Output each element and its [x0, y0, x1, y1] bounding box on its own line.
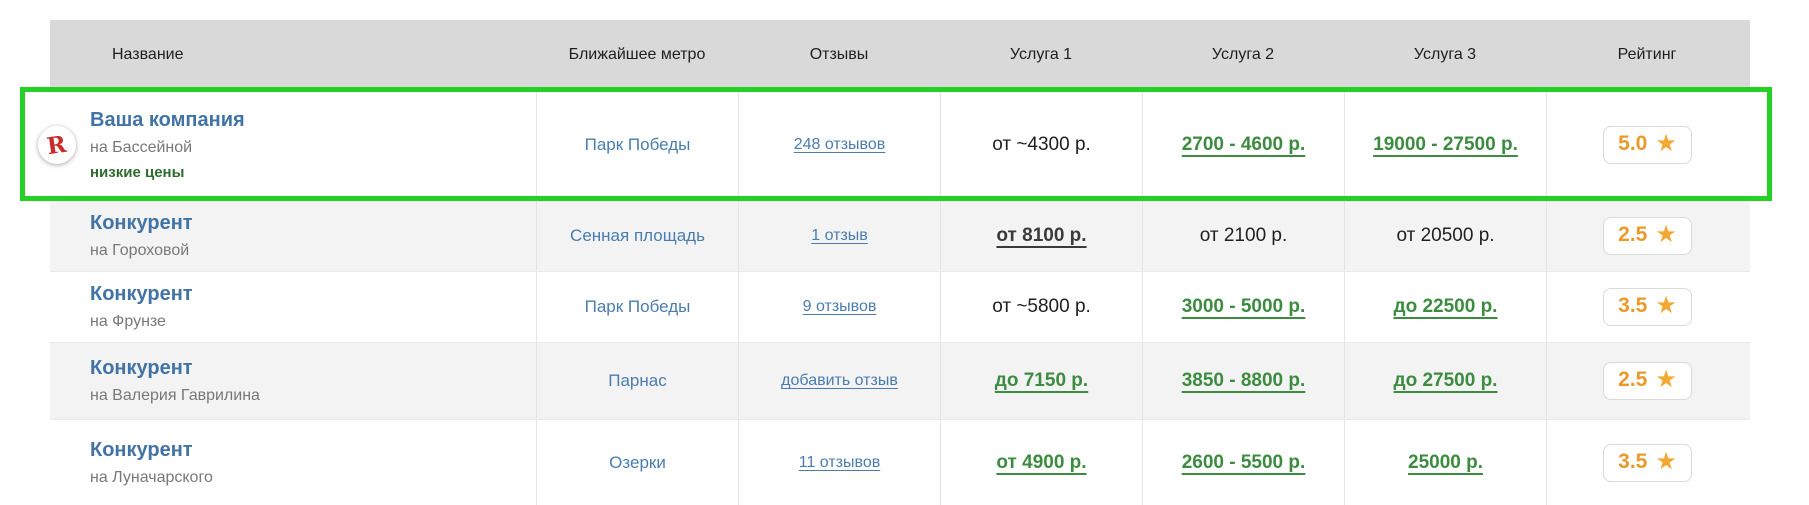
service3-price-link[interactable]: до 22500 р.: [1393, 296, 1498, 317]
add-review-link[interactable]: добавить отзыв: [781, 372, 898, 389]
metro-link[interactable]: Парнас: [608, 371, 667, 390]
column-header-reviews: Отзывы: [809, 46, 869, 63]
column-header-service2: Услуга 2: [1211, 46, 1275, 63]
star-icon: ★: [1655, 447, 1677, 475]
star-icon: ★: [1655, 221, 1677, 248]
company-address: на Бассейной: [90, 139, 193, 156]
table-header-row: Название Ближайшее метро Отзывы Услуга 1…: [50, 20, 1750, 90]
service3-price-link[interactable]: до 27500 р.: [1393, 370, 1498, 391]
service2-price-link[interactable]: 2700 - 4600 р.: [1181, 134, 1306, 155]
company-cell: Конкурент на Фрунзе: [50, 272, 536, 342]
comparison-table: Название Ближайшее метро Отзывы Услуга 1…: [20, 20, 1772, 505]
star-icon: ★: [1655, 130, 1677, 157]
service2-price: от 2100 р.: [1199, 225, 1288, 246]
column-header-metro: Ближайшее метро: [568, 46, 706, 63]
reviews-link[interactable]: 9 отзывов: [802, 298, 877, 315]
table-row-competitor-1: Конкурент на Гороховой Сенная площадь 1 …: [50, 200, 1750, 271]
service1-price: от ~5800 р.: [992, 296, 1091, 317]
service1-price-link[interactable]: от 8100 р.: [996, 225, 1087, 246]
company-address: на Луначарского: [90, 468, 213, 486]
metro-link[interactable]: Парк Победы: [584, 297, 691, 316]
reviews-link[interactable]: 11 отзывов: [798, 453, 881, 471]
rating-badge[interactable]: 3.5 ★: [1603, 288, 1692, 326]
rating-value: 2.5: [1618, 223, 1648, 246]
service3-price-link[interactable]: 25000 р.: [1408, 451, 1483, 473]
company-cell: Конкурент на Гороховой: [50, 201, 536, 271]
company-name-link[interactable]: Конкурент: [90, 357, 193, 379]
rating-value: 5.0: [1618, 132, 1648, 155]
service1-price: от ~4300 р.: [992, 134, 1091, 155]
column-header-name: Название: [112, 46, 184, 63]
company-address: на Валерия Гаврилина: [90, 387, 260, 404]
star-icon: ★: [1655, 292, 1677, 319]
column-header-rating: Рейтинг: [1617, 46, 1677, 63]
company-name-link[interactable]: Конкурент: [90, 438, 193, 461]
service3-price-link[interactable]: 19000 - 27500 р.: [1373, 134, 1518, 155]
company-address: на Фрунзе: [90, 313, 166, 330]
company-name-link[interactable]: Конкурент: [90, 283, 193, 305]
company-cell: Конкурент на Луначарского: [50, 420, 536, 505]
column-header-service1: Услуга 1: [1009, 46, 1073, 63]
service1-price-link[interactable]: до 7150 р.: [994, 370, 1089, 391]
rating-badge[interactable]: 3.5 ★: [1603, 443, 1692, 482]
rating-badge[interactable]: 2.5 ★: [1603, 362, 1692, 400]
metro-link[interactable]: Сенная площадь: [570, 226, 705, 245]
service2-price-link[interactable]: 3850 - 8800 р.: [1181, 370, 1306, 391]
star-icon: ★: [1655, 366, 1677, 393]
table-row-competitor-2: Конкурент на Фрунзе Парк Победы 9 отзыво…: [50, 271, 1750, 342]
metro-link[interactable]: Парк Победы: [584, 135, 691, 154]
rating-value: 2.5: [1618, 368, 1648, 391]
company-address: на Гороховой: [90, 242, 190, 259]
column-header-service3: Услуга 3: [1413, 46, 1477, 63]
service3-price: от 20500 р.: [1396, 225, 1495, 246]
service1-price-link[interactable]: от 4900 р.: [996, 451, 1087, 473]
company-cell: Конкурент на Валерия Гаврилина: [50, 343, 536, 419]
table-row-competitor-3: Конкурент на Валерия Гаврилина Парнас до…: [50, 342, 1750, 419]
service2-price-link[interactable]: 2600 - 5500 р.: [1181, 451, 1306, 473]
company-note: низкие цены: [90, 164, 185, 181]
metro-link[interactable]: Озерки: [609, 452, 666, 472]
rating-value: 3.5: [1618, 294, 1648, 317]
company-name-link[interactable]: Конкурент: [90, 212, 193, 234]
table-row-competitor-4: Конкурент на Луначарского Озерки 11 отзы…: [50, 419, 1750, 505]
company-name-link[interactable]: Ваша компания: [90, 109, 245, 131]
rating-badge[interactable]: 5.0 ★: [1603, 126, 1692, 164]
rating-value: 3.5: [1618, 449, 1648, 473]
company-logo-icon: R: [38, 126, 76, 164]
reviews-link[interactable]: 248 отзывов: [793, 136, 886, 153]
reviews-link[interactable]: 1 отзыв: [811, 227, 868, 244]
table-row-your-company: R Ваша компания на Бассейной низкие цены…: [20, 87, 1772, 201]
company-cell: R Ваша компания на Бассейной низкие цены: [38, 90, 536, 200]
rating-badge[interactable]: 2.5 ★: [1603, 217, 1692, 255]
service2-price-link[interactable]: 3000 - 5000 р.: [1181, 296, 1306, 317]
